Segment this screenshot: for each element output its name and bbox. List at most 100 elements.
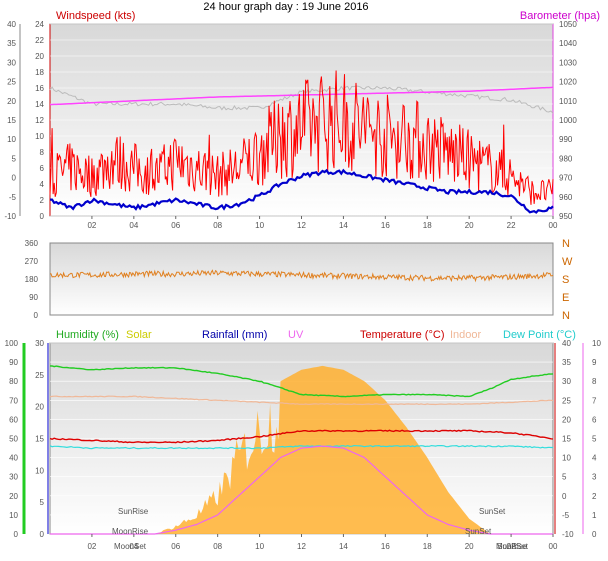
x-tick-label: 06	[171, 542, 180, 551]
x-tick-label: 10	[255, 221, 264, 230]
temp-tick-label: 40	[562, 339, 571, 348]
x-tick-label: 00	[549, 542, 558, 551]
x-tick-label: 02	[87, 221, 96, 230]
compass-label: W	[562, 256, 573, 268]
compass-label: N	[562, 238, 570, 250]
compass-label: S	[562, 274, 569, 286]
x-tick-label: 22	[507, 221, 516, 230]
astro-annotation: SunRise	[497, 542, 528, 551]
x-tick-label: 18	[423, 221, 432, 230]
gust-line	[50, 168, 554, 214]
rain-tick-label: 15	[35, 435, 44, 444]
astro-annotation: MoonSet	[114, 542, 147, 551]
temperature-label: Temperature (°C)	[360, 329, 444, 341]
windspeed-tick-label: 20	[35, 52, 44, 61]
left-outer-tick-label: 35	[7, 39, 16, 48]
rain-tick-label: 0	[40, 530, 45, 539]
uv-tick-label: 6	[592, 415, 597, 424]
solar-area	[154, 365, 491, 534]
uv-tick-label: 8	[592, 377, 597, 386]
x-tick-label: 20	[465, 221, 474, 230]
humidity-tick-label: 80	[9, 377, 18, 386]
astro-annotation: MoonRise	[112, 527, 149, 536]
temp-tick-label: 15	[562, 435, 571, 444]
uv-tick-label: 9	[592, 358, 597, 367]
dewpoint-line	[49, 444, 553, 450]
humidity-tick-label: 30	[9, 473, 18, 482]
humidity-tick-label: 0	[14, 530, 19, 539]
windspeed-tick-label: 4	[40, 180, 45, 189]
rain-tick-label: 25	[35, 371, 44, 380]
humidity-tick-label: 100	[5, 339, 19, 348]
left-outer-tick-label: -5	[9, 193, 17, 202]
x-tick-label: 10	[255, 542, 264, 551]
windspeed-label: Windspeed (kts)	[56, 10, 135, 22]
left-outer-tick-label: 30	[7, 58, 16, 67]
barometer-tick-label: 1030	[559, 58, 577, 67]
direction-plot-area	[49, 242, 554, 316]
x-tick-label: 20	[465, 542, 474, 551]
uv-tick-label: 10	[592, 339, 601, 348]
x-tick-label: 16	[381, 221, 390, 230]
barometer-tick-label: 1020	[559, 78, 577, 87]
barometer-tick-label: 1000	[559, 116, 577, 125]
rain-tick-label: 20	[35, 403, 44, 412]
left-outer-tick-label: -10	[4, 212, 16, 221]
uv-tick-label: 7	[592, 396, 597, 405]
windspeed-line	[49, 70, 554, 205]
windspeed-tick-label: 10	[35, 132, 44, 141]
grey-trace-line	[49, 85, 554, 114]
humidity-tick-label: 90	[9, 358, 18, 367]
humidity-tick-label: 70	[9, 396, 18, 405]
astro-annotation: SunSet	[465, 527, 492, 536]
x-tick-label: 12	[297, 221, 306, 230]
temp-tick-label: 20	[562, 415, 571, 424]
compass-label: E	[562, 292, 569, 304]
x-tick-label: 06	[171, 221, 180, 230]
direction-tick-label: 180	[25, 275, 39, 284]
barometer-tick-label: 960	[559, 193, 573, 202]
rain-tick-label: 5	[40, 498, 45, 507]
x-tick-label: 08	[213, 542, 222, 551]
windspeed-tick-label: 0	[40, 212, 45, 221]
x-tick-label: 14	[339, 542, 348, 551]
windspeed-tick-label: 2	[40, 196, 45, 205]
barometer-tick-label: 1010	[559, 97, 577, 106]
temp-tick-label: 30	[562, 377, 571, 386]
temp-tick-label: 5	[562, 473, 567, 482]
temperature-line	[49, 429, 554, 444]
left-outer-tick-label: 5	[12, 154, 17, 163]
humidity-label: Humidity (%)	[56, 329, 119, 341]
dewpoint-label: Dew Point (°C)	[503, 329, 576, 341]
barometer-line	[49, 86, 554, 106]
windspeed-tick-label: 8	[40, 148, 45, 157]
humidity-tick-label: 10	[9, 511, 18, 520]
rain-tick-label: 10	[35, 466, 44, 475]
rain-tick-label: 30	[35, 339, 44, 348]
x-tick-label: 08	[213, 221, 222, 230]
direction-tick-label: 0	[34, 311, 39, 320]
astro-annotation: SunRise	[118, 507, 149, 516]
left-outer-tick-label: 15	[7, 116, 16, 125]
temp-tick-label: 35	[562, 358, 571, 367]
compass-label: N	[562, 310, 570, 322]
x-tick-label: 16	[381, 542, 390, 551]
x-tick-label: 02	[87, 542, 96, 551]
barometer-tick-label: 1040	[559, 39, 577, 48]
temp-tick-label: 10	[562, 454, 571, 463]
direction-tick-label: 360	[25, 239, 39, 248]
windspeed-tick-label: 16	[35, 84, 44, 93]
barometer-tick-label: 980	[559, 154, 573, 163]
windspeed-tick-label: 18	[35, 68, 44, 77]
astro-annotation: SunSet	[479, 507, 506, 516]
left-outer-tick-label: 20	[7, 97, 16, 106]
humidity-tick-label: 60	[9, 415, 18, 424]
uv-tick-label: 4	[592, 454, 597, 463]
humidity-line	[49, 365, 554, 398]
astro-annotation: MoonSet	[496, 542, 529, 551]
temp-tick-label: -5	[562, 511, 570, 520]
left-outer-tick-label: 40	[7, 20, 16, 29]
windspeed-tick-label: 24	[35, 20, 44, 29]
wind-direction-line	[49, 269, 554, 283]
